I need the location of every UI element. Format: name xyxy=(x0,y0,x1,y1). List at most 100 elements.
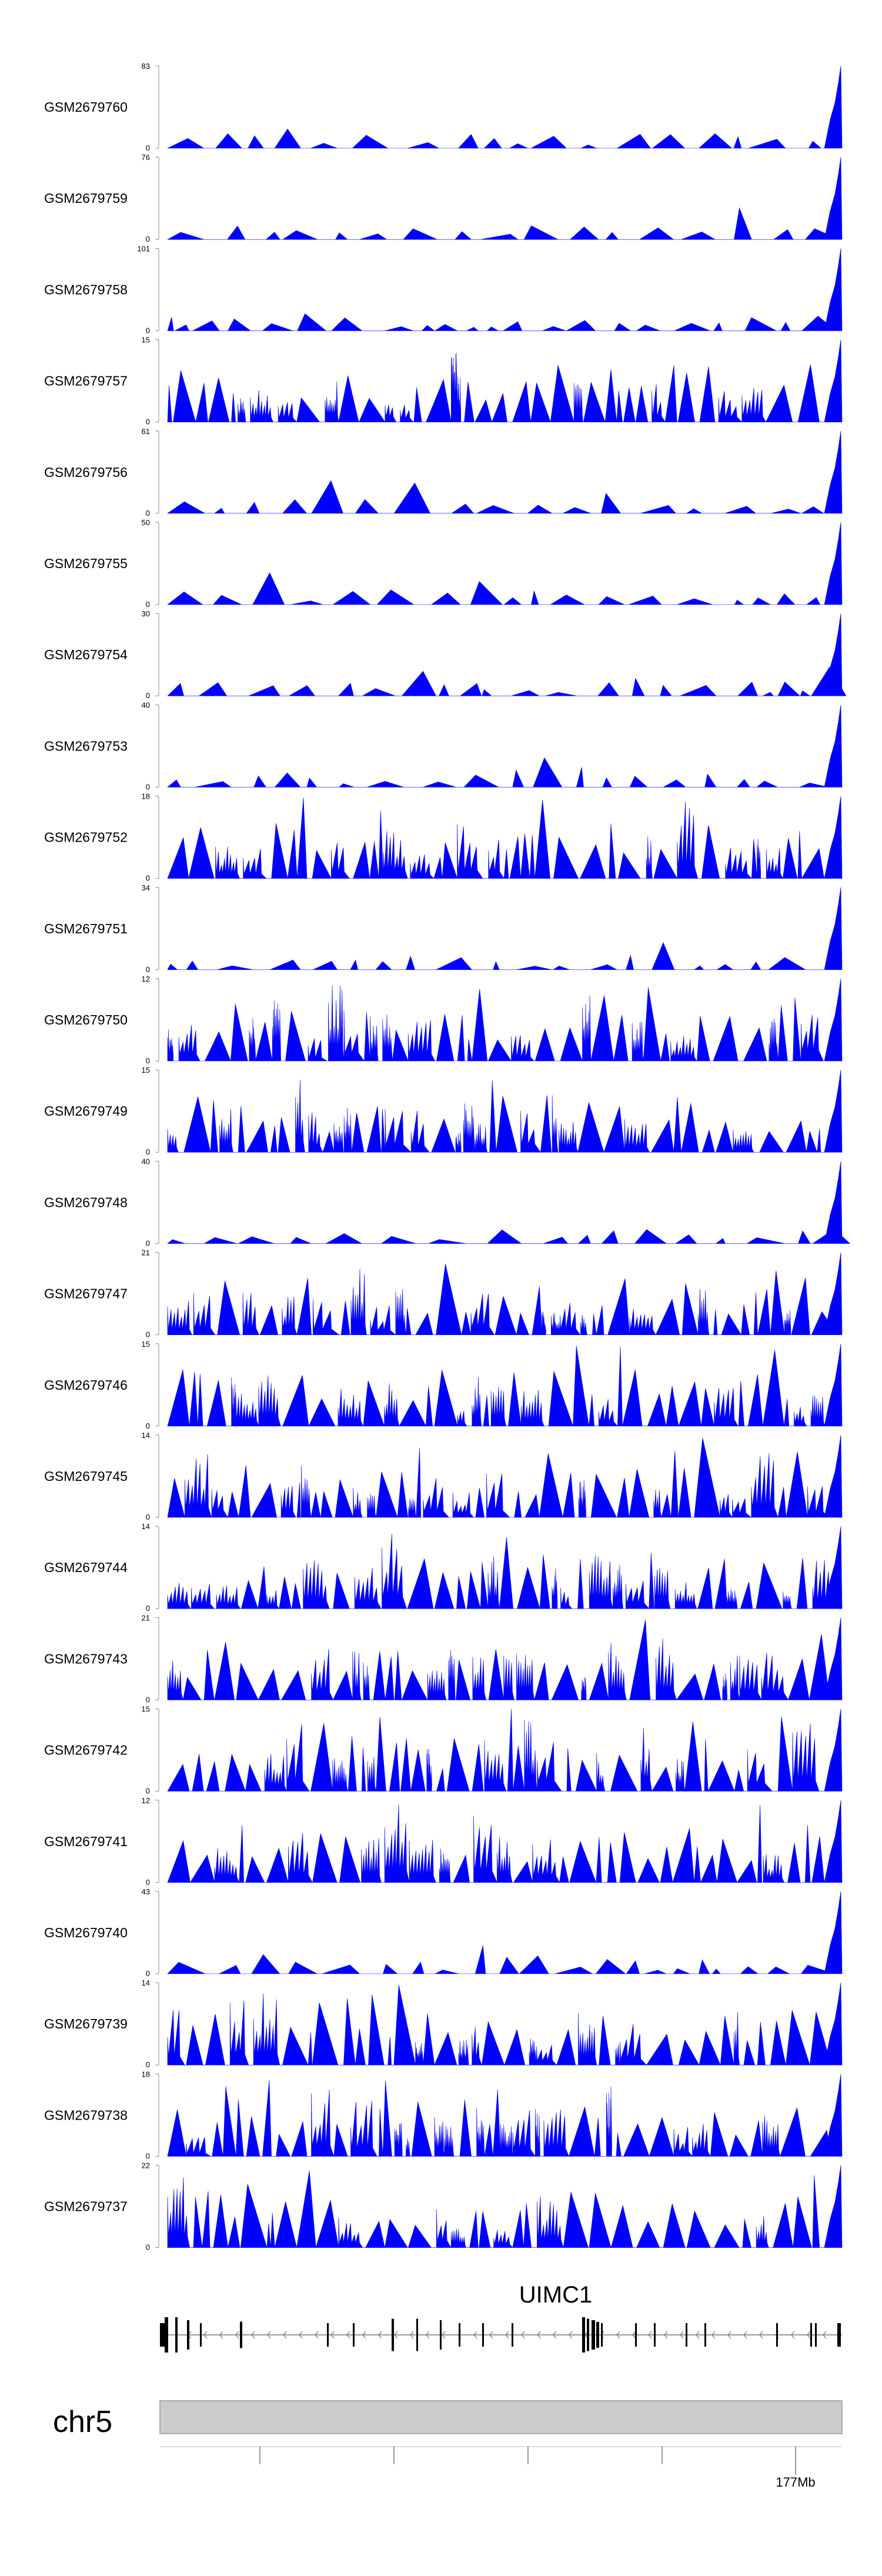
gene-exon xyxy=(482,2323,484,2347)
track-GSM2679756: GSM2679756 61 0 xyxy=(44,427,843,518)
coverage-area xyxy=(167,431,843,514)
gene-label: UIMC1 xyxy=(519,2282,592,2308)
track-ymax-label: 43 xyxy=(142,1887,150,1896)
strand-arrow xyxy=(410,2331,414,2339)
track-GSM2679750: GSM2679750 12 0 xyxy=(44,975,843,1065)
track-label: GSM2679737 xyxy=(44,2199,128,2214)
gene-exon xyxy=(654,2323,656,2347)
track-ymax-label: 83 xyxy=(142,62,150,71)
gene-exon xyxy=(353,2323,355,2347)
strand-arrow xyxy=(569,2331,573,2339)
track-ymin-label: 0 xyxy=(146,1422,150,1430)
strand-arrow xyxy=(743,2331,747,2339)
gene-exon xyxy=(587,2318,589,2351)
track-ymin-label: 0 xyxy=(146,2243,150,2252)
gene-exon xyxy=(416,2318,418,2351)
track-ymax-label: 18 xyxy=(142,2070,150,2078)
gene-exon xyxy=(440,2320,442,2350)
gene-exon xyxy=(459,2323,460,2347)
track-GSM2679751: GSM2679751 34 0 xyxy=(44,883,843,974)
track-ymax-label: 18 xyxy=(142,792,150,801)
gene-exon xyxy=(776,2323,778,2347)
strand-arrow xyxy=(616,2331,620,2339)
track-label: GSM2679740 xyxy=(44,1925,128,1940)
track-label: GSM2679742 xyxy=(44,1743,128,1758)
strand-arrow xyxy=(267,2331,271,2339)
strand-arrow xyxy=(648,2331,652,2339)
track-ymax-label: 40 xyxy=(142,700,150,709)
track-GSM2679745: GSM2679745 14 0 xyxy=(44,1431,843,1521)
track-label: GSM2679738 xyxy=(44,2107,128,2123)
track-GSM2679758: GSM2679758 101 0 xyxy=(44,244,843,335)
track-ymin-label: 0 xyxy=(146,418,150,426)
strand-arrow xyxy=(823,2331,827,2339)
track-ymin-label: 0 xyxy=(146,144,150,152)
coverage-area xyxy=(167,65,843,149)
coverage-area xyxy=(167,1343,843,1427)
coverage-area xyxy=(167,1161,851,1244)
strand-arrow xyxy=(537,2331,541,2339)
coverage-area xyxy=(167,522,843,605)
coverage-area xyxy=(166,157,843,240)
coverage-area xyxy=(167,796,843,879)
track-GSM2679742: GSM2679742 15 0 xyxy=(44,1705,843,1796)
track-GSM2679743: GSM2679743 21 0 xyxy=(44,1613,843,1704)
track-ymax-label: 40 xyxy=(142,1157,150,1166)
strand-arrow xyxy=(632,2331,636,2339)
strand-arrow xyxy=(394,2331,398,2339)
gene-exon xyxy=(837,2323,841,2347)
strand-arrow xyxy=(251,2331,255,2339)
track-label: GSM2679749 xyxy=(44,1103,128,1119)
chromosome-band xyxy=(159,2400,843,2434)
strand-arrow xyxy=(553,2331,557,2339)
track-GSM2679744: GSM2679744 14 0 xyxy=(44,1522,843,1613)
track-label: GSM2679745 xyxy=(44,1469,128,1484)
axis-ticks xyxy=(259,2447,796,2475)
track-ymin-label: 0 xyxy=(146,1330,150,1339)
strand-arrow xyxy=(283,2331,287,2339)
track-label: GSM2679739 xyxy=(44,2016,128,2031)
track-ymin-label: 0 xyxy=(146,2151,150,2160)
strand-arrow xyxy=(505,2331,509,2339)
gene-exon xyxy=(392,2318,394,2351)
coverage-area xyxy=(167,339,843,423)
strand-arrow xyxy=(727,2331,731,2339)
strand-arrow xyxy=(473,2331,477,2339)
strand-arrow xyxy=(299,2331,303,2339)
gene-exon xyxy=(582,2317,585,2353)
track-ymin-label: 0 xyxy=(146,1878,150,1887)
track-GSM2679749: GSM2679749 15 0 xyxy=(44,1066,843,1156)
track-label: GSM2679757 xyxy=(44,373,128,389)
gene-exon xyxy=(686,2323,687,2347)
gene-exon xyxy=(635,2323,637,2347)
gene-model xyxy=(160,2317,842,2353)
track-ymin-label: 0 xyxy=(146,1056,150,1065)
track-GSM2679753: GSM2679753 40 0 xyxy=(44,700,843,791)
track-GSM2679754: GSM2679754 30 0 xyxy=(44,609,847,700)
track-ymin-label: 0 xyxy=(146,1604,150,1613)
strand-arrow xyxy=(315,2331,319,2339)
track-GSM2679760: GSM2679760 83 0 xyxy=(44,62,843,152)
track-GSM2679757: GSM2679757 15 0 xyxy=(44,336,843,426)
track-GSM2679759: GSM2679759 76 0 xyxy=(44,153,843,243)
gene-exon xyxy=(187,2320,189,2350)
track-ymin-label: 0 xyxy=(146,1513,150,1521)
coverage-area xyxy=(167,2074,843,2157)
gene-exon xyxy=(512,2323,513,2347)
track-label: GSM2679754 xyxy=(44,647,128,662)
strand-arrow xyxy=(711,2331,716,2339)
track-ymin-label: 0 xyxy=(146,1969,150,1978)
track-label: GSM2679756 xyxy=(44,465,128,480)
track-GSM2679752: GSM2679752 18 0 xyxy=(44,792,843,883)
axis-tick-label: 177Mb xyxy=(776,2475,815,2490)
track-ymin-label: 0 xyxy=(146,2060,150,2069)
track-ymax-label: 21 xyxy=(142,1613,150,1622)
track-ymin-label: 0 xyxy=(146,1147,150,1156)
gene-exon xyxy=(592,2320,595,2350)
track-ymin-label: 0 xyxy=(146,1695,150,1704)
track-ymin-label: 0 xyxy=(146,1787,150,1796)
track-ymin-label: 0 xyxy=(146,874,150,883)
track-ymax-label: 12 xyxy=(142,1796,150,1805)
track-ymin-label: 0 xyxy=(146,235,150,243)
track-label: GSM2679752 xyxy=(44,830,128,845)
